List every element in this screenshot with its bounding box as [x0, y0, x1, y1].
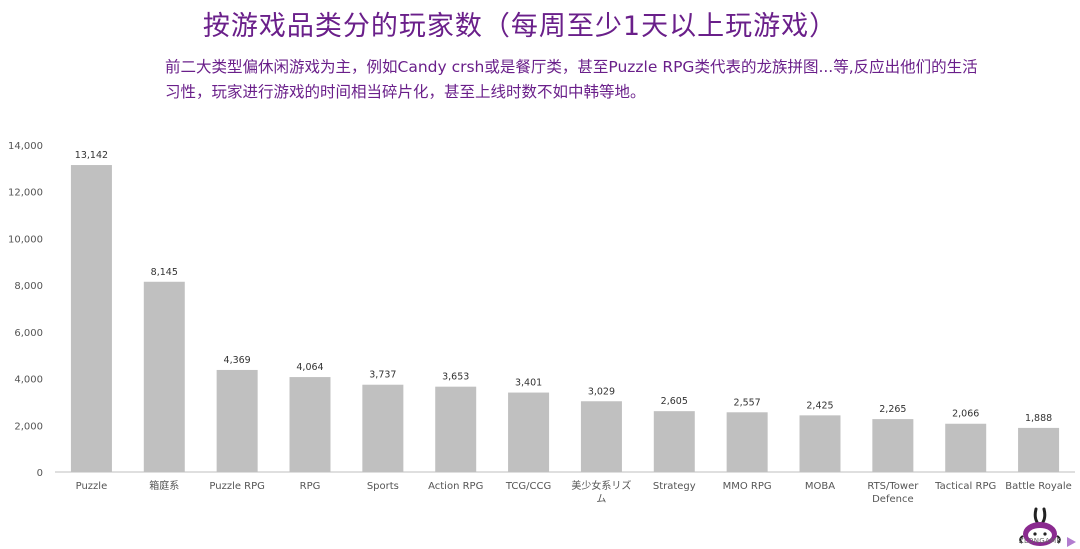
data-label: 4,369 [224, 355, 251, 366]
data-label: 2,265 [879, 404, 906, 415]
y-tick-label: 4,000 [14, 375, 43, 386]
data-label: 1,888 [1025, 413, 1052, 424]
x-tick-label: Tactical RPG [934, 481, 996, 492]
x-tick-label: 箱庭系 [149, 479, 179, 492]
bar [580, 401, 622, 472]
y-tick-label: 2,000 [14, 421, 43, 432]
bar [508, 392, 550, 472]
bar [362, 384, 404, 472]
x-tick-label: Action RPG [428, 481, 483, 492]
data-label: 8,145 [151, 267, 178, 278]
x-tick-label: MMO RPG [723, 481, 772, 492]
x-tick-label: Puzzle [76, 481, 108, 492]
x-tick-label: RTS/Tower Defence [867, 481, 919, 505]
x-tick-label: Battle Royale [1005, 481, 1072, 492]
bar [216, 369, 258, 472]
bar [143, 281, 185, 472]
bar [289, 377, 331, 472]
bar [1018, 427, 1060, 472]
zlongame-mascot-icon [1019, 507, 1061, 546]
data-label: 4,064 [296, 362, 323, 373]
y-tick-label: 12,000 [8, 188, 43, 199]
data-label: 2,605 [661, 396, 688, 407]
bar [872, 419, 914, 472]
data-label: 3,401 [515, 378, 542, 389]
bar-chart: 0 2,000 4,000 6,000 8,000 10,000 12,000 14,000 1… [8, 141, 1075, 505]
logo-text: ZLONGAME [1018, 537, 1062, 545]
x-tick-label: 美少女系リズム [571, 479, 631, 505]
data-label: 3,737 [369, 370, 396, 381]
x-tick-label: RPG [300, 481, 321, 492]
bar [653, 411, 695, 472]
x-tick-label: Puzzle RPG [209, 481, 265, 492]
data-label: 3,029 [588, 386, 615, 397]
data-label: 13,142 [75, 150, 108, 161]
y-tick-label: 10,000 [8, 234, 43, 245]
bar [945, 423, 987, 472]
data-label: 2,425 [806, 400, 833, 411]
data-label: 3,653 [442, 372, 469, 383]
y-tick-label: 14,000 [8, 141, 43, 152]
bar [726, 412, 768, 472]
y-tick-label: 6,000 [14, 328, 43, 339]
x-tick-label: Sports [367, 481, 399, 492]
x-tick-label: TCG/CCG [505, 481, 551, 492]
page-title: 按游戏品类分的玩家数（每周至少1天以上玩游戏） [202, 11, 838, 42]
data-label: 2,066 [952, 409, 979, 420]
next-slide-arrow-icon[interactable] [1067, 537, 1076, 547]
y-tick-label: 8,000 [14, 281, 43, 292]
data-label: 2,557 [734, 397, 761, 408]
x-tick-label: Strategy [653, 481, 696, 492]
bar [70, 165, 112, 472]
bar [799, 415, 841, 472]
page-subtitle: 前二大类型偏休闲游戏为主，例如Candy crsh或是餐厅类，甚至Puzzle … [165, 58, 978, 101]
bar [435, 386, 477, 472]
y-tick-label: 0 [37, 468, 43, 479]
x-tick-label: MOBA [805, 481, 835, 492]
